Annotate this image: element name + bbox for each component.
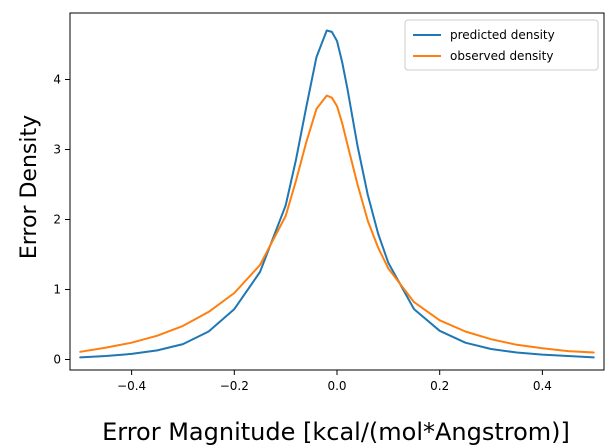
legend-box (404, 19, 599, 71)
y-axis-title: Error Density (17, 115, 42, 259)
legend-label-observed: observed density (450, 49, 553, 63)
legend-label-predicted: predicted density (450, 28, 555, 42)
y-tick-label: 3 (53, 143, 61, 157)
series-line-observed (79, 94, 595, 354)
y-tick-label: 1 (53, 283, 61, 297)
x-axis-title: Error Magnitude [kcal/(mol*Angstrom)] (102, 418, 570, 446)
x-tick-label: 0.2 (430, 379, 449, 393)
y-tick-label: 0 (53, 353, 61, 367)
x-tick-label: −0.2 (220, 379, 249, 393)
y-tick-label: 2 (53, 213, 61, 227)
legend: predicted density observed density (404, 19, 599, 71)
x-tick-label: −0.4 (117, 379, 146, 393)
y-tick-label: 4 (53, 73, 61, 87)
axes: −0.4 −0.2 0.0 0.2 0.4 0 1 2 3 4 (53, 12, 605, 393)
x-tick-label: 0.4 (533, 379, 552, 393)
series-line-predicted (79, 29, 595, 359)
x-tick-label: 0.0 (327, 379, 346, 393)
plot-area (79, 29, 595, 359)
